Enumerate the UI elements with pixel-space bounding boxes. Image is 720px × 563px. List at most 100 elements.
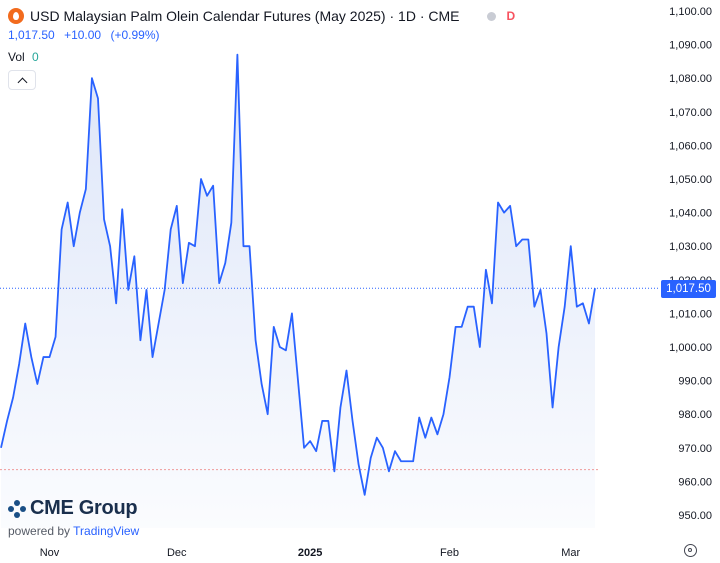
x-tick-label: 2025 <box>298 547 322 559</box>
data-point <box>97 97 99 99</box>
data-point <box>42 356 44 358</box>
data-point <box>24 322 26 324</box>
chevron-up-icon <box>17 77 27 87</box>
data-point <box>558 346 560 348</box>
x-tick-label: Mar <box>561 547 580 559</box>
y-tick-label: 1,100.00 <box>669 6 712 18</box>
data-point <box>279 346 281 348</box>
y-tick-label: 1,090.00 <box>669 40 712 52</box>
data-point <box>218 282 220 284</box>
data-point <box>133 255 135 257</box>
data-point <box>48 356 50 358</box>
data-point <box>200 178 202 180</box>
x-tick-label: Dec <box>167 547 187 559</box>
data-point <box>206 195 208 197</box>
symbol-title[interactable]: USD Malaysian Palm Olein Calendar Future… <box>30 8 460 24</box>
data-point <box>339 406 341 408</box>
data-point <box>406 460 408 462</box>
delayed-data-badge[interactable]: D <box>506 9 516 23</box>
powered-by[interactable]: powered by TradingView <box>8 524 139 538</box>
y-tick-label: 1,080.00 <box>669 73 712 85</box>
y-tick-label: 1,070.00 <box>669 107 712 119</box>
data-point <box>497 202 499 204</box>
data-point <box>91 77 93 79</box>
powered-by-label: powered by <box>8 524 71 538</box>
data-point <box>127 289 129 291</box>
market-status-icon[interactable] <box>487 11 497 21</box>
data-point <box>303 447 305 449</box>
data-point <box>79 212 81 214</box>
data-point <box>164 289 166 291</box>
data-point <box>527 238 529 240</box>
series-area <box>1 54 595 529</box>
cme-logo-text: CME Group <box>30 497 138 519</box>
data-point <box>430 417 432 419</box>
data-point <box>291 312 293 314</box>
volume-value: 0 <box>32 50 39 64</box>
price-change: +10.00 <box>64 28 102 42</box>
y-tick-label: 990.00 <box>678 376 712 388</box>
data-point <box>588 322 590 324</box>
symbol-flame-icon[interactable] <box>8 8 24 24</box>
data-point <box>139 339 141 341</box>
data-point <box>424 437 426 439</box>
data-point <box>449 376 451 378</box>
data-point <box>352 420 354 422</box>
data-point <box>182 282 184 284</box>
data-point <box>552 406 554 408</box>
data-point <box>382 447 384 449</box>
data-point <box>546 333 548 335</box>
data-point <box>61 228 63 230</box>
data-point <box>521 238 523 240</box>
time-axis[interactable]: Nov Dec 2025 Feb Mar <box>40 547 581 559</box>
data-point <box>242 245 244 247</box>
data-point <box>491 302 493 304</box>
data-point <box>315 450 317 452</box>
y-tick-label: 1,010.00 <box>669 308 712 320</box>
y-tick-label: 950.00 <box>678 510 712 522</box>
data-point <box>145 289 147 291</box>
data-point <box>158 322 160 324</box>
quote-row: 1,017.50 +10.00 (+0.99%) <box>8 28 515 44</box>
data-point <box>594 287 596 289</box>
settings-gear-icon[interactable] <box>684 544 697 557</box>
data-point <box>255 339 257 341</box>
data-point <box>230 222 232 224</box>
data-point <box>436 433 438 435</box>
data-point <box>261 383 263 385</box>
data-point <box>85 188 87 190</box>
price-change-percent: (+0.99%) <box>110 28 160 42</box>
legend-header: USD Malaysian Palm Olein Calendar Future… <box>8 6 515 66</box>
data-point <box>12 396 14 398</box>
data-point <box>176 205 178 207</box>
collapse-legend-button[interactable] <box>8 70 36 90</box>
data-point <box>582 302 584 304</box>
data-point <box>18 363 20 365</box>
data-point <box>103 218 105 220</box>
data-point <box>539 289 541 291</box>
data-point <box>461 326 463 328</box>
data-point <box>376 437 378 439</box>
data-point <box>515 245 517 247</box>
data-point <box>0 447 2 449</box>
data-point <box>412 460 414 462</box>
data-point <box>321 420 323 422</box>
data-point <box>73 245 75 247</box>
tradingview-link[interactable]: TradingView <box>73 524 140 538</box>
data-point <box>188 242 190 244</box>
data-point <box>370 457 372 459</box>
data-point <box>576 306 578 308</box>
data-point <box>455 326 457 328</box>
data-point <box>509 205 511 207</box>
y-tick-label: 960.00 <box>678 476 712 488</box>
y-tick-label: 1,040.00 <box>669 208 712 220</box>
data-point <box>418 417 420 419</box>
x-tick-label: Nov <box>40 547 60 559</box>
data-point <box>121 208 123 210</box>
data-point <box>309 440 311 442</box>
data-point <box>297 380 299 382</box>
price-axis[interactable]: 1,100.00 1,090.00 1,080.00 1,070.00 1,060.00… <box>669 6 712 522</box>
data-point <box>67 202 69 204</box>
data-point <box>30 356 32 358</box>
